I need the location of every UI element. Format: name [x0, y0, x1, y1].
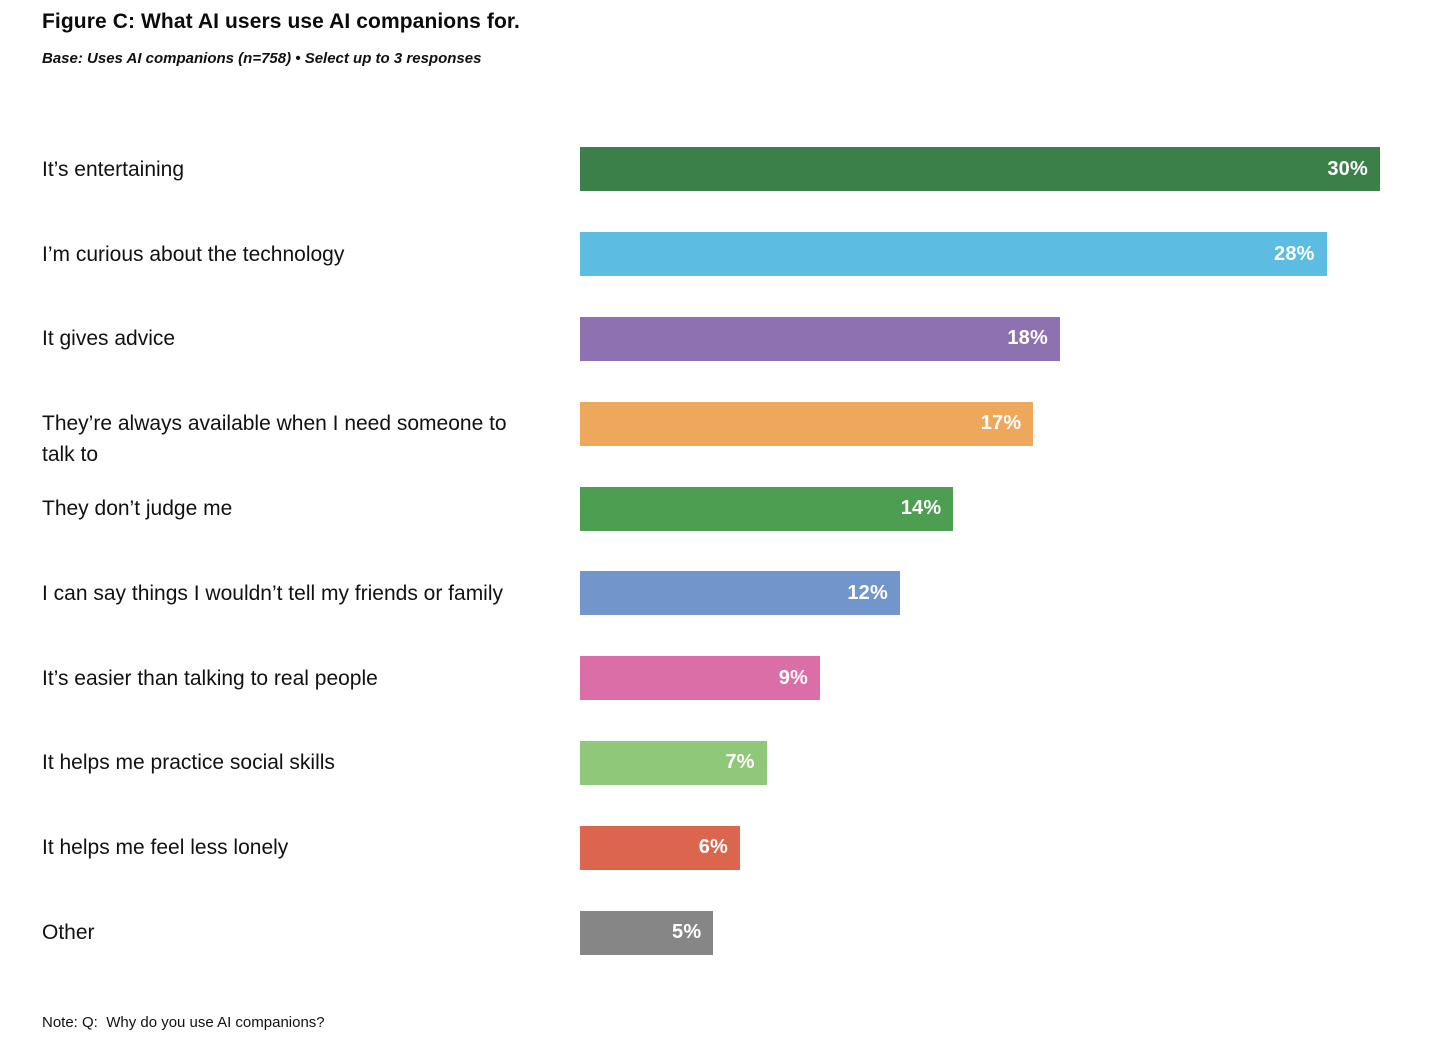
- chart-note: Note: Q: Why do you use AI companions?: [42, 1014, 325, 1031]
- bar: 9%: [580, 656, 820, 701]
- chart-row: They don’t judge me 14%: [42, 466, 1380, 551]
- value-label: 6%: [698, 836, 728, 859]
- bar-track: 7%: [580, 740, 1380, 785]
- chart-title: Figure C: What AI users use AI companion…: [42, 10, 520, 33]
- value-label: 14%: [900, 497, 942, 520]
- bar: 14%: [580, 486, 954, 531]
- chart-row: It helps me practice social skills 7%: [42, 721, 1380, 806]
- value-label: 28%: [1274, 242, 1315, 265]
- value-label: 17%: [980, 412, 1022, 435]
- chart-row: I’m curious about the technology 28%: [42, 212, 1380, 297]
- value-label: 5%: [672, 921, 702, 944]
- chart-row: It gives advice 18%: [42, 297, 1380, 382]
- bar: 28%: [580, 232, 1327, 277]
- chart-row: It’s easier than talking to real people 9…: [42, 636, 1380, 721]
- category-label: They’re always available when I need som…: [42, 412, 507, 467]
- category-label: It helps me practice social skills: [42, 751, 335, 775]
- category-label: It helps me feel less lonely: [42, 836, 289, 860]
- bar: 6%: [580, 825, 740, 870]
- bar-chart: It’s entertaining 30% I’m curious about th…: [42, 127, 1380, 975]
- value-label: 30%: [1327, 157, 1368, 180]
- bar-track: 30%: [580, 147, 1380, 192]
- chart-row: I can say things I wouldn’t tell my frie…: [42, 551, 1380, 636]
- bar: 30%: [580, 147, 1380, 192]
- chart-row: It helps me feel less lonely 6%: [42, 805, 1380, 890]
- bar: 18%: [580, 316, 1060, 361]
- bar: 12%: [580, 571, 900, 616]
- bar: 17%: [580, 401, 1034, 446]
- value-label: 7%: [725, 751, 755, 774]
- value-label: 18%: [1007, 327, 1048, 350]
- bar-track: 14%: [580, 486, 1380, 531]
- bar: 5%: [580, 910, 714, 955]
- chart-header: Figure C: What AI users use AI companion…: [42, 10, 1402, 67]
- category-label: I can say things I wouldn’t tell my frie…: [42, 581, 504, 605]
- bar-track: 17%: [580, 401, 1380, 446]
- chart-row: They’re always available when I need som…: [42, 381, 1380, 466]
- bar-track: 6%: [580, 825, 1380, 870]
- bar-track: 9%: [580, 656, 1380, 701]
- chart-row: It’s entertaining 30%: [42, 127, 1380, 212]
- category-label: It’s entertaining: [42, 157, 185, 181]
- chart-row: Other 5%: [42, 890, 1380, 975]
- category-label: It gives advice: [42, 327, 176, 351]
- value-label: 12%: [847, 581, 888, 604]
- category-label: It’s easier than talking to real people: [42, 666, 378, 690]
- bar: 7%: [580, 740, 767, 785]
- bar-track: 18%: [580, 316, 1380, 361]
- chart-subtitle: Base: Uses AI companions (n=758) • Selec…: [42, 50, 482, 67]
- bar-track: 5%: [580, 910, 1380, 955]
- category-label: They don’t judge me: [42, 497, 233, 521]
- bar-track: 28%: [580, 232, 1380, 277]
- bar-track: 12%: [580, 571, 1380, 616]
- category-label: I’m curious about the technology: [42, 242, 345, 266]
- category-label: Other: [42, 921, 95, 945]
- value-label: 9%: [778, 666, 808, 689]
